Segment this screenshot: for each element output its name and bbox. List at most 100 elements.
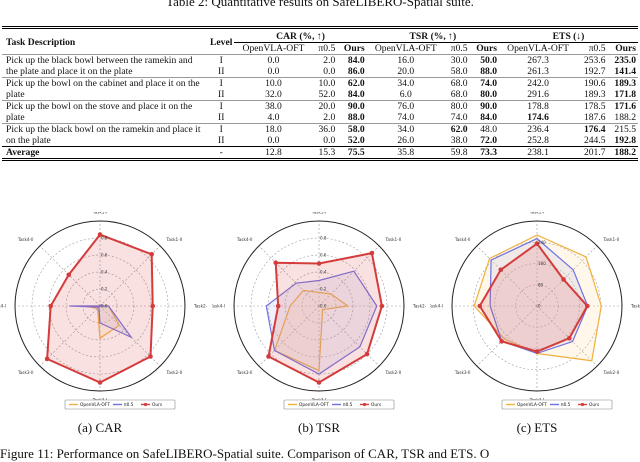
table-cell: 10.0 (234, 77, 313, 89)
table-cell: 36.0 (312, 123, 338, 135)
table-cell: 174.6 (527, 112, 549, 123)
axis-label: Task4-II (236, 237, 253, 242)
legend-label: OpenVLA-OFT (299, 402, 329, 408)
tick-label: 0.2 (101, 287, 108, 292)
table-cell: 291.6 (527, 89, 549, 100)
axis-label: Task1-I (92, 212, 107, 215)
legend: OpenVLA-OFT π0.5 Ours (501, 399, 613, 410)
ours-data-point (498, 267, 504, 273)
outer-ring (451, 220, 623, 392)
header-task: Task Description (6, 37, 76, 48)
table-cell: 50.0 (469, 54, 500, 66)
table-cell: 58.0 (337, 123, 367, 135)
table-cell: 75.5 (337, 146, 367, 158)
table-cell: 0.0 (267, 135, 280, 146)
table-cell: 20.0 (312, 100, 338, 112)
legend: OpenVLA-OFT π0.5 Ours (64, 399, 176, 410)
axis-label: Task1-I (311, 212, 326, 215)
ours-data-point (534, 349, 540, 354)
table-cell: 4.0 (267, 112, 280, 123)
task-description: Pick up the bowl on the stove and place … (2, 100, 208, 124)
table-cell: 86.0 (347, 66, 365, 77)
subheader-ours: Ours (337, 42, 367, 55)
subheader-openvla-oft: OpenVLA-OFT (234, 42, 313, 55)
table-cell: 38.0 (450, 135, 468, 146)
table-cell: 252.8 (527, 135, 549, 146)
legend-label: Ours (371, 402, 382, 408)
header-level: Level (210, 37, 233, 48)
legend-label: OpenVLA-OFT (517, 402, 547, 408)
table-cell: 242.0 (499, 77, 578, 89)
table-cell: 90.0 (337, 100, 367, 112)
ours-data-point (97, 380, 103, 385)
task-level: I (208, 77, 235, 89)
legend-label: π0.5 (343, 402, 353, 408)
series-pi05-polygon (69, 304, 134, 339)
tick-label: 160 (538, 261, 546, 266)
table-cell: 215.5 (607, 123, 638, 135)
table-cell: 141.4 (614, 66, 636, 77)
table-cell: 171.8 (614, 89, 636, 100)
table-cell: 2.0 (312, 54, 338, 66)
task-level: I (208, 54, 235, 66)
table-cell: 0.0 (267, 66, 280, 77)
task-level: II (218, 112, 225, 123)
task-level: II (218, 66, 225, 77)
table-row: Pick up the bowl on the stove and place … (2, 100, 638, 124)
ours-data-point (364, 351, 370, 357)
series-ours-polygon (46, 233, 154, 384)
legend-label: OpenVLA-OFT (80, 402, 110, 408)
table-cell: 73.3 (469, 146, 500, 158)
tick-label: 0.4 (320, 270, 327, 275)
table-cell: 267.3 (499, 54, 578, 66)
table-cell: 80.0 (444, 100, 470, 112)
table-cell: 62.0 (337, 77, 367, 89)
ours-data-point (275, 303, 281, 309)
legend-marker (580, 402, 585, 407)
axis-label: Task2-I (412, 304, 426, 309)
ours-data-point (316, 261, 322, 266)
ours-data-point (150, 303, 155, 309)
task-description: Pick up the bowl on the cabinet and plac… (2, 77, 208, 101)
table-cell: 188.2 (614, 112, 636, 123)
tick-label: 240 (538, 240, 546, 245)
axis-label: Task2-II (384, 370, 401, 375)
outer-ring (233, 220, 405, 392)
table-cell: 189.3 (607, 77, 638, 89)
table-cell: 84.0 (337, 54, 367, 66)
legend-label: Ours (589, 402, 600, 408)
table-cell: 244.5 (583, 135, 606, 146)
outer-ring (14, 220, 186, 392)
figure-caption: Figure 11: Performance on SafeLIBERO-Spa… (0, 446, 490, 461)
table-cell: 236.4 (499, 123, 578, 135)
task-level: II (218, 89, 225, 100)
ours-data-point (534, 241, 540, 246)
axis-label: Task1-II (602, 237, 619, 242)
average-label: Average (2, 146, 208, 158)
ours-data-point (66, 272, 72, 278)
table-cell: 38.0 (234, 100, 313, 112)
ours-data-point (97, 232, 103, 237)
legend-label: Ours (152, 402, 163, 408)
legend-label: π0.5 (561, 402, 571, 408)
axis-label: Task3-II (17, 370, 34, 375)
table-cell: 59.8 (444, 146, 470, 158)
axis-label: Task3-II (454, 370, 471, 375)
table-cell: 88.0 (480, 66, 498, 77)
tick-label: 0.2 (320, 287, 327, 292)
table-cell: 35.8 (366, 146, 445, 158)
tick-label: 0.0 (101, 304, 108, 309)
header-tsr: TSR (%, ↑) (409, 31, 457, 42)
table-row: Pick up the black bowl on the ramekin an… (2, 123, 638, 147)
grid-ring (494, 263, 580, 349)
ours-data-point (149, 252, 154, 257)
ours-data-point (499, 339, 504, 344)
table-row: II 0.0 0.0 52.0 26.0 38.0 72.0 252.8 244.5 192.8 (2, 135, 638, 147)
axis-label: Task2-I (193, 304, 207, 309)
axis-label: Task2-II (165, 370, 182, 375)
radar-chart-ets: 0 80 160 240 Task1-I Task1-II Task2-I Task2-II T… (430, 212, 640, 410)
table-cell: 2.0 (323, 112, 336, 123)
table-cell: 48.0 (469, 123, 500, 135)
ours-data-point (148, 354, 153, 359)
table-cell: 235.0 (607, 54, 638, 66)
